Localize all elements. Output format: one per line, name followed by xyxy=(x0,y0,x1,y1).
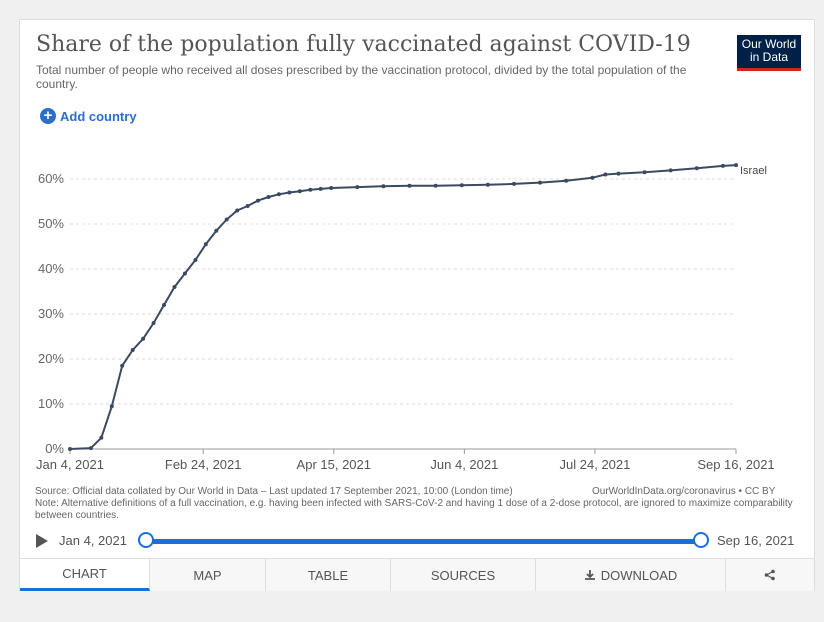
x-tick-label: Jun 4, 2021 xyxy=(430,457,498,472)
data-point xyxy=(214,228,219,233)
data-point xyxy=(381,184,386,189)
source-url-link[interactable]: OurWorldInData.org/coronavirus • CC BY xyxy=(592,486,776,497)
series-line-israel[interactable] xyxy=(69,164,737,450)
data-point xyxy=(109,404,114,409)
add-country-button[interactable]: + Add country xyxy=(40,108,137,124)
y-tick-label: 0% xyxy=(45,441,64,456)
data-point xyxy=(616,171,621,176)
data-point xyxy=(235,208,240,213)
data-point xyxy=(720,163,725,168)
x-tick-label: Jul 24, 2021 xyxy=(560,457,631,472)
y-tick-label: 40% xyxy=(38,261,64,276)
y-axis: 0% 10% 20% 30% 40% 50% 60% xyxy=(38,171,64,456)
data-point xyxy=(642,170,647,175)
tab-chart-label: CHART xyxy=(62,566,107,581)
data-point xyxy=(203,242,208,247)
y-tick-label: 30% xyxy=(38,306,64,321)
data-point xyxy=(355,185,360,190)
data-point xyxy=(407,183,412,188)
plus-circle-icon: + xyxy=(40,108,56,124)
data-point xyxy=(564,178,569,183)
tab-map-label: MAP xyxy=(193,567,222,583)
data-point xyxy=(120,363,125,368)
timeline-end-label: Sep 16, 2021 xyxy=(717,533,795,548)
chart-card: Share of the population fully vaccinated… xyxy=(19,19,815,591)
data-point xyxy=(287,190,292,195)
data-point xyxy=(603,172,608,177)
tab-table[interactable]: TABLE xyxy=(266,559,391,591)
data-point xyxy=(318,186,323,191)
data-point xyxy=(590,175,595,180)
data-point xyxy=(68,447,72,451)
tab-map[interactable]: MAP xyxy=(150,559,266,591)
data-point xyxy=(485,182,490,187)
y-tick-label: 50% xyxy=(38,216,64,231)
data-point xyxy=(538,180,543,185)
tab-chart[interactable]: CHART xyxy=(20,559,150,591)
timeline-start-handle[interactable] xyxy=(138,532,154,548)
data-point xyxy=(297,189,302,194)
timeline-end-handle[interactable] xyxy=(693,532,709,548)
data-point xyxy=(433,183,438,188)
y-tick-label: 10% xyxy=(38,396,64,411)
data-point xyxy=(99,435,104,440)
data-point xyxy=(308,187,313,192)
methodology-note: Note: Alternative definitions of a full … xyxy=(35,498,793,521)
series-label: Israel xyxy=(740,165,767,177)
gridlines xyxy=(70,178,736,405)
tab-sources[interactable]: SOURCES xyxy=(391,559,536,591)
data-point xyxy=(88,446,93,451)
x-tick-label: Feb 24, 2021 xyxy=(165,457,242,472)
timeline-track[interactable] xyxy=(146,539,701,544)
data-point xyxy=(151,321,156,325)
tab-table-label: TABLE xyxy=(307,567,349,583)
chart-title: Share of the population fully vaccinated… xyxy=(36,32,691,57)
add-country-label: Add country xyxy=(60,108,137,124)
data-point xyxy=(329,186,334,190)
data-point xyxy=(193,258,198,262)
x-tick-label: Jan 4, 2021 xyxy=(36,457,104,472)
data-point xyxy=(245,204,250,208)
chart-subtitle: Total number of people who received all … xyxy=(36,63,687,91)
data-point xyxy=(224,217,229,222)
x-tick-label: Sep 16, 2021 xyxy=(697,457,774,472)
tab-bar: CHART MAP TABLE SOURCES DOWNLOAD xyxy=(20,558,814,591)
tab-download[interactable]: DOWNLOAD xyxy=(536,559,726,591)
share-icon xyxy=(764,569,775,581)
data-point xyxy=(182,271,187,276)
data-point xyxy=(162,303,166,307)
timeline-start-label: Jan 4, 2021 xyxy=(59,533,127,548)
share-button[interactable] xyxy=(726,559,814,591)
x-axis: Jan 4, 2021 Feb 24, 2021 Apr 15, 2021 Jun 4… xyxy=(36,448,775,472)
data-point xyxy=(734,163,738,168)
tab-download-label: DOWNLOAD xyxy=(600,567,678,583)
logo-line-1: Our World xyxy=(741,37,797,51)
owid-logo[interactable]: Our World in Data xyxy=(737,35,801,71)
data-point xyxy=(668,168,673,173)
data-point xyxy=(459,183,464,188)
tab-sources-label: SOURCES xyxy=(430,567,496,583)
data-point xyxy=(512,181,516,186)
source-note: Source: Official data collated by Our Wo… xyxy=(35,486,513,497)
play-button[interactable] xyxy=(36,534,48,548)
y-tick-label: 20% xyxy=(38,351,64,366)
data-point xyxy=(141,336,146,341)
download-icon xyxy=(584,570,595,580)
logo-line-2: in Data xyxy=(749,50,789,64)
data-point xyxy=(130,348,135,352)
series: Israel xyxy=(68,163,767,451)
data-point xyxy=(694,166,699,171)
data-point xyxy=(172,285,177,289)
y-tick-label: 60% xyxy=(38,171,64,186)
line-chart: 0% 10% 20% 30% 40% 50% 60% Jan 4, 2021 Feb 24, … xyxy=(36,163,775,472)
data-point xyxy=(256,198,260,203)
data-point xyxy=(276,192,281,197)
x-tick-label: Apr 15, 2021 xyxy=(297,457,371,472)
data-point xyxy=(266,195,271,199)
